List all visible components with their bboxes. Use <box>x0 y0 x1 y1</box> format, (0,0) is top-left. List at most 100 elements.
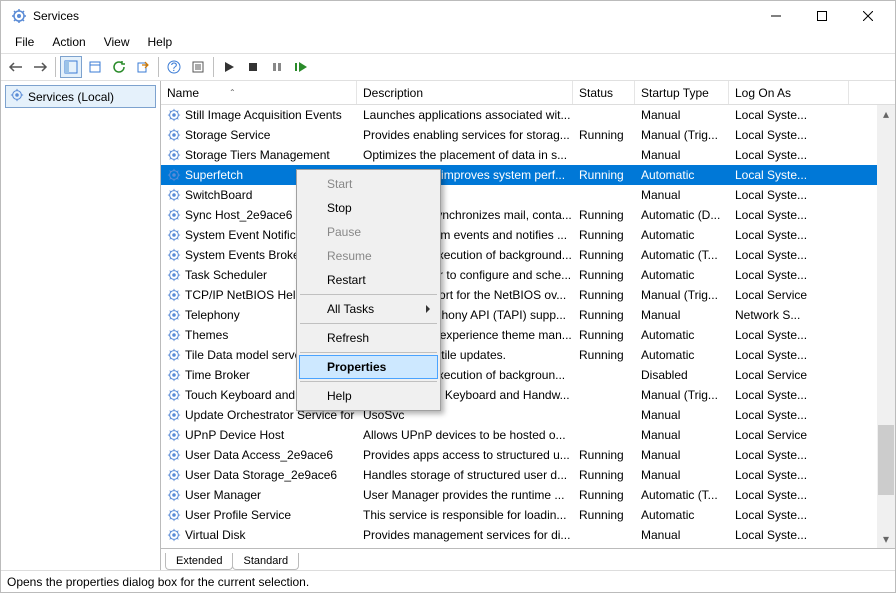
service-row[interactable]: System Events BrokerCoordinates executio… <box>161 245 895 265</box>
service-status: Running <box>573 167 635 183</box>
service-row[interactable]: SwitchBoardManualLocal Syste... <box>161 185 895 205</box>
service-row[interactable]: Touch Keyboard and Handwriting PanelEnab… <box>161 385 895 405</box>
service-row[interactable]: ThemesProvides user experience theme man… <box>161 325 895 345</box>
help-button[interactable]: ? <box>163 56 185 78</box>
gear-icon <box>167 368 181 382</box>
menu-view[interactable]: View <box>96 33 138 51</box>
ctx-resume[interactable]: Resume <box>299 244 438 268</box>
tree-node-services-local[interactable]: Services (Local) <box>5 85 156 108</box>
tab-standard[interactable]: Standard <box>232 553 299 570</box>
back-button[interactable] <box>5 56 27 78</box>
gear-icon <box>167 188 181 202</box>
ctx-all-tasks[interactable]: All Tasks <box>299 297 438 321</box>
service-startup: Manual <box>635 187 729 203</box>
service-status: Running <box>573 227 635 243</box>
gear-icon <box>167 288 181 302</box>
service-name: TCP/IP NetBIOS Helper <box>185 288 313 302</box>
column-name[interactable]: Name⌃ <box>161 81 357 104</box>
service-row[interactable]: Volume Shadow CopyManages and implements… <box>161 545 895 548</box>
service-status: Running <box>573 507 635 523</box>
service-name: Storage Tiers Management <box>185 148 330 162</box>
service-logon: Local Syste... <box>729 447 849 463</box>
scroll-up-button[interactable]: ▴ <box>877 105 895 123</box>
service-startup: Manual <box>635 527 729 543</box>
menu-file[interactable]: File <box>7 33 42 51</box>
service-description: Allows UPnP devices to be hosted o... <box>357 427 573 443</box>
tabs: Extended Standard <box>161 548 895 570</box>
service-row[interactable]: User Profile ServiceThis service is resp… <box>161 505 895 525</box>
ctx-refresh[interactable]: Refresh <box>299 326 438 350</box>
service-startup: Automatic <box>635 347 729 363</box>
service-row[interactable]: TCP/IP NetBIOS HelperProvides support fo… <box>161 285 895 305</box>
start-service-button[interactable] <box>218 56 240 78</box>
properties-button[interactable] <box>187 56 209 78</box>
service-logon: Local Service <box>729 287 849 303</box>
service-startup: Manual <box>635 407 729 423</box>
menu-action[interactable]: Action <box>44 33 93 51</box>
service-description: Provides apps access to structured u... <box>357 447 573 463</box>
service-startup: Manual (Trig... <box>635 127 729 143</box>
service-row[interactable]: Storage ServiceProvides enabling service… <box>161 125 895 145</box>
service-startup: Disabled <box>635 367 729 383</box>
service-logon: Local Syste... <box>729 387 849 403</box>
ctx-start[interactable]: Start <box>299 172 438 196</box>
column-startup-type[interactable]: Startup Type <box>635 81 729 104</box>
gear-icon <box>167 328 181 342</box>
column-log-on-as[interactable]: Log On As <box>729 81 849 104</box>
tab-extended[interactable]: Extended <box>165 553 233 570</box>
list-pane: Name⌃ Description Status Startup Type Lo… <box>161 81 895 570</box>
app-icon <box>11 8 27 24</box>
service-description: User Manager provides the runtime ... <box>357 487 573 503</box>
service-name: Tile Data model server <box>185 348 305 362</box>
refresh-button[interactable] <box>108 56 130 78</box>
sort-arrow-icon: ⌃ <box>229 88 236 97</box>
ctx-pause[interactable]: Pause <box>299 220 438 244</box>
service-description: Optimizes the placement of data in s... <box>357 147 573 163</box>
minimize-button[interactable] <box>753 1 799 31</box>
forward-button[interactable] <box>29 56 51 78</box>
column-description[interactable]: Description <box>357 81 573 104</box>
service-name: UPnP Device Host <box>185 428 284 442</box>
service-name: Time Broker <box>185 368 250 382</box>
service-row[interactable]: Storage Tiers Management Optimizes the pl… <box>161 145 895 165</box>
column-status[interactable]: Status <box>573 81 635 104</box>
service-row[interactable]: Sync Host_2e9ace6This service synchroniz… <box>161 205 895 225</box>
export-button[interactable] <box>132 56 154 78</box>
service-row[interactable]: Time BrokerCoordinates execution of back… <box>161 365 895 385</box>
ctx-restart[interactable]: Restart <box>299 268 438 292</box>
service-row[interactable]: Task SchedulerEnables a user to configur… <box>161 265 895 285</box>
vertical-scrollbar[interactable]: ▴ ▾ <box>877 105 895 548</box>
service-startup: Automatic (T... <box>635 487 729 503</box>
ctx-stop[interactable]: Stop <box>299 196 438 220</box>
scroll-down-button[interactable]: ▾ <box>877 530 895 548</box>
service-row[interactable]: User Data Access_2e9ace6 Provides apps ac… <box>161 445 895 465</box>
service-logon: Local Syste... <box>729 487 849 503</box>
pause-service-button[interactable] <box>266 56 288 78</box>
gear-icon <box>167 228 181 242</box>
scroll-thumb[interactable] <box>878 425 894 495</box>
gear-icon <box>167 268 181 282</box>
maximize-button[interactable] <box>799 1 845 31</box>
service-name: User Data Access_2e9ace6 <box>185 448 333 462</box>
ctx-properties[interactable]: Properties <box>299 355 438 379</box>
service-row[interactable]: Tile Data model serverTile Server for ti… <box>161 345 895 365</box>
export-list-button[interactable] <box>84 56 106 78</box>
close-button[interactable] <box>845 1 891 31</box>
service-row[interactable]: Still Image Acquisition EventsLaunches a… <box>161 105 895 125</box>
stop-service-button[interactable] <box>242 56 264 78</box>
menu-help[interactable]: Help <box>140 33 181 51</box>
service-row[interactable]: UPnP Device Host Allows UPnP devices to b… <box>161 425 895 445</box>
service-logon: Local Service <box>729 367 849 383</box>
service-row[interactable]: User ManagerUser Manager provides the ru… <box>161 485 895 505</box>
gear-icon <box>167 208 181 222</box>
service-row[interactable]: User Data Storage_2e9ace6Handles storage… <box>161 465 895 485</box>
service-row[interactable]: Virtual DiskProvides management services… <box>161 525 895 545</box>
service-row[interactable]: Update Orchestrator Service for Wi...Uso… <box>161 405 895 425</box>
service-row[interactable]: SuperfetchMaintains and improves system … <box>161 165 895 185</box>
show-hide-tree-button[interactable] <box>60 56 82 78</box>
service-row[interactable]: System Event Notification ServiceMonitor… <box>161 225 895 245</box>
ctx-help[interactable]: Help <box>299 384 438 408</box>
service-status: Running <box>573 347 635 363</box>
service-row[interactable]: TelephonyProvides Telephony API (TAPI) s… <box>161 305 895 325</box>
restart-service-button[interactable] <box>290 56 312 78</box>
